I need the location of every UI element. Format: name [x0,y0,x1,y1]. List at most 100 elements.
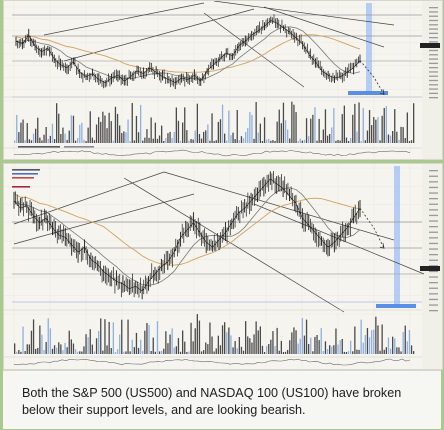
volume-bar [230,135,232,143]
volume-bar [87,337,89,354]
volume-bar [150,351,152,354]
volume-bar [387,134,390,143]
price-tick-label [429,49,438,52]
volume-bar [135,332,138,354]
volume-bar [280,123,282,143]
highlight-band [366,3,372,91]
volume-bar [66,347,68,354]
volume-bar [221,104,224,143]
volume-bar [169,131,171,143]
volume-bar [207,344,209,354]
volume-bar [282,352,285,354]
last-price-tag [420,43,440,48]
highlight-label-box [376,304,416,308]
volume-bar [203,350,205,354]
volume-bar [74,140,77,143]
volume-bar [301,318,303,354]
legend-entry [12,177,34,179]
volume-bar [375,316,377,354]
price-tick-label [429,287,438,289]
volume-bar [249,112,251,143]
volume-bar [112,322,114,354]
price-tick-label [429,254,438,256]
price-tick-label [429,237,438,239]
volume-bar [303,139,306,143]
volume-bar [119,334,121,354]
volume-bar [144,137,146,143]
price-tick-label [429,242,438,245]
volume-bar [352,114,354,143]
volume-bar [406,341,408,354]
volume-bar [167,343,169,354]
price-tick-label [429,265,438,267]
caption-box: Both the S&P 500 (US500) and NASDAQ 100 … [3,370,441,429]
volume-bar [39,137,41,143]
volume-bar [68,330,70,354]
volume-bar [192,341,194,354]
volume-bar [263,117,266,143]
volume-bar [305,118,308,143]
volume-bar [123,351,125,354]
us100-chart [4,164,442,369]
volume-bar [282,102,285,143]
volume-bar [18,350,20,354]
volume-bar [102,111,104,143]
volume-bar [413,351,415,354]
volume-bar [236,348,238,354]
volume-bar [49,328,51,354]
price-tick-label [429,62,438,65]
volume-bar [152,138,154,143]
volume-bar [394,109,396,143]
volume-bar [121,133,123,143]
volume-bar [339,340,341,354]
volume-bar [381,115,383,143]
volume-bar [217,335,219,354]
legend-entry [18,146,60,148]
volume-bar [230,335,232,354]
volume-bar [245,131,247,143]
trend-line [203,12,305,88]
volume-bar [30,330,33,354]
volume-bar [91,137,93,143]
volume-bar [371,125,373,143]
volume-bar [354,103,356,143]
volume-bar [43,134,45,143]
volume-bar [58,342,60,354]
volume-bar [30,140,33,143]
volume-bar [337,140,339,143]
volume-bar [154,351,156,354]
price-tick-label [429,248,438,250]
price-tick-label [429,88,438,90]
moving-average-fast [13,187,361,286]
caption-text: Both the S&P 500 (US500) and NASDAQ 100 … [22,386,402,417]
price-tick-label [429,192,438,194]
volume-bar [320,328,322,354]
volume-bar [26,344,28,354]
volume-bar [182,330,184,354]
volume-bar [194,130,196,143]
volume-bar [379,140,381,143]
us100-chart-panel [3,163,443,370]
volume-bar [127,119,129,143]
volume-bar [148,324,150,354]
volume-bar [173,347,175,354]
volume-bar [242,350,245,354]
price-tick-label [429,270,438,273]
volume-bar [312,114,314,143]
volume-bar [184,107,186,143]
price-line [13,178,361,292]
volume-bar [93,351,96,354]
projection-arrowhead [379,243,385,249]
volume-bar [373,329,375,354]
volume-bar [224,133,226,143]
volume-bar [280,340,282,354]
volume-bar [89,111,91,143]
volume-bar [410,345,413,354]
volume-bar [100,121,102,143]
volume-bar [104,115,106,143]
price-tick-label [429,54,438,56]
volume-bar [289,340,291,354]
price-tick-label [429,175,438,177]
volume-bar [177,120,180,143]
